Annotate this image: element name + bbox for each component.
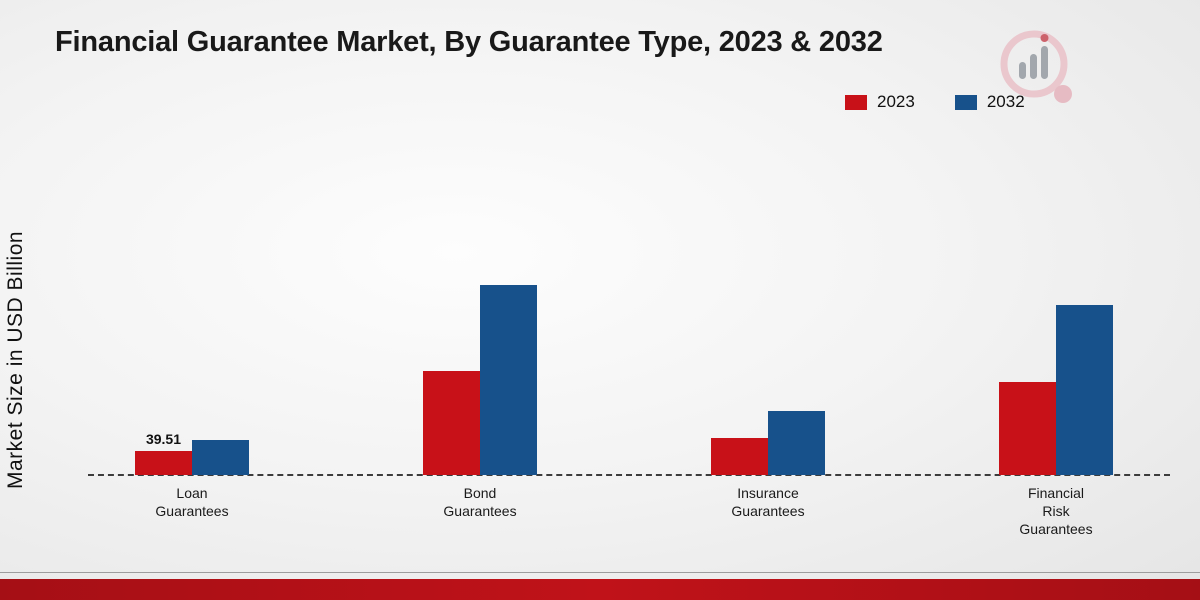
x-axis-line xyxy=(88,474,1170,476)
bar-2023-loan-guarantees xyxy=(135,451,192,475)
footer-red-strip xyxy=(0,579,1200,600)
x-tick-label: Bond Guarantees xyxy=(443,485,517,520)
bar-2023-insurance-guarantees xyxy=(711,438,768,475)
bar-value-label: 39.51 xyxy=(145,431,182,447)
x-tick-label: Insurance Guarantees xyxy=(731,485,805,520)
bar-2032-insurance-guarantees xyxy=(768,411,825,475)
legend-item-2032: 2032 xyxy=(954,92,1025,112)
bar-chart-magnifier-logo xyxy=(1000,30,1072,103)
x-tick-label: Financial Risk Guarantees xyxy=(1019,485,1093,538)
legend-item-2023: 2023 xyxy=(845,92,915,112)
footer-divider xyxy=(0,572,1200,573)
chart-title: Financial Guarantee Market, By Guarantee… xyxy=(55,26,883,58)
legend: 2023 2032 xyxy=(845,92,1025,112)
legend-label: 2023 xyxy=(877,92,915,111)
bar-2023-bond-guarantees xyxy=(423,371,480,475)
bar-2023-financial-risk-guarantees xyxy=(999,382,1056,475)
bar-2032-financial-risk-guarantees xyxy=(1056,305,1113,475)
bar-2032-loan-guarantees xyxy=(192,440,249,475)
legend-swatch-2023 xyxy=(845,94,867,110)
bar-2032-bond-guarantees xyxy=(480,285,537,475)
x-tick-label: Loan Guarantees xyxy=(155,485,229,520)
legend-swatch-2032 xyxy=(954,94,977,110)
legend-label: 2032 xyxy=(986,92,1025,111)
